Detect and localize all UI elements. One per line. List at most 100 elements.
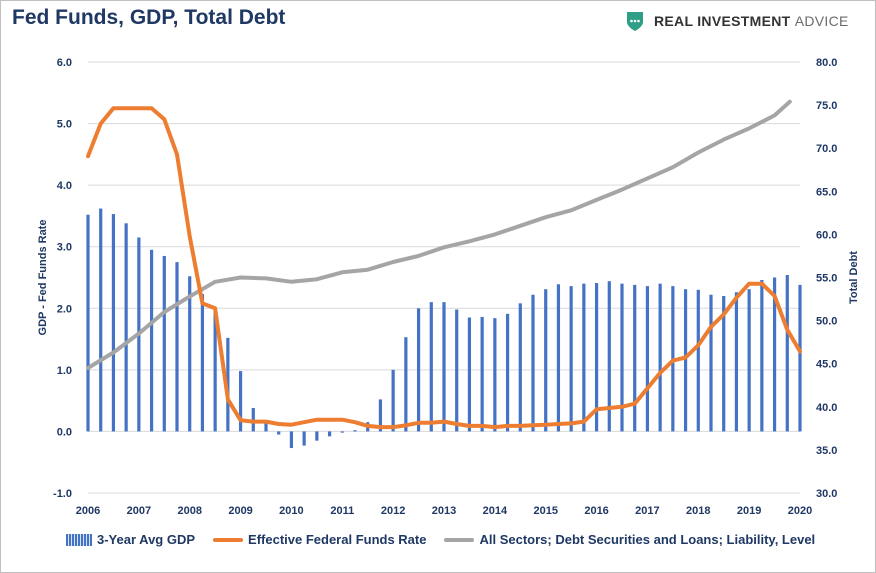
gdp-bar: [760, 279, 764, 432]
y-left-tick-label: 6.0: [57, 57, 72, 69]
gdp-bar: [226, 337, 230, 432]
x-tick-label: 2013: [432, 505, 456, 517]
y-right-tick-label: 70.0: [816, 143, 837, 155]
gdp-bar: [785, 275, 789, 432]
legend-swatch-gdp: [66, 533, 92, 546]
gdp-bar: [353, 430, 357, 432]
gdp-bar: [798, 284, 802, 432]
x-tick-label: 2020: [788, 505, 812, 517]
gdp-bar: [200, 294, 205, 432]
legend-swatch-debt: [444, 537, 475, 542]
gdp-bar: [531, 294, 535, 432]
gdp-bar: [111, 214, 116, 432]
y-left-tick-label: 5.0: [57, 119, 72, 131]
x-tick-label: 2018: [686, 505, 710, 517]
fed-funds-line: [86, 106, 802, 430]
gdp-bar: [99, 208, 103, 432]
gdp-bar: [480, 316, 484, 432]
y-right-tick-label: 45.0: [816, 359, 837, 371]
x-tick-label: 2015: [533, 505, 557, 517]
brand-logo: REAL INVESTMENT ADVICE: [624, 8, 849, 34]
brand-name: REAL INVESTMENT ADVICE: [654, 13, 849, 29]
gdp-bar: [569, 286, 573, 432]
gdp-bar: [149, 249, 154, 432]
gdp-bar: [391, 369, 395, 432]
gdp-bar: [594, 283, 599, 432]
gdp-bar: [544, 289, 548, 432]
y-left-tick-label: -1.0: [53, 488, 72, 500]
y-right-tick-label: 30.0: [816, 488, 837, 500]
gdp-bars: [86, 208, 802, 449]
gdp-bar: [378, 399, 383, 432]
y-right-tick-label: 60.0: [816, 229, 837, 241]
gdp-bar: [518, 303, 522, 432]
x-tick-label: 2014: [483, 505, 508, 517]
x-tick-label: 2016: [584, 505, 608, 517]
legend-item-debt: All Sectors; Debt Securities and Loans; …: [444, 532, 815, 547]
gdp-bar: [455, 309, 459, 432]
legend-label-fedfunds: Effective Federal Funds Rate: [248, 532, 427, 547]
gdp-bar: [722, 295, 726, 432]
y-right-tick-label: 65.0: [816, 186, 837, 198]
legend-swatch-fedfunds: [213, 537, 244, 542]
total-debt-line: [86, 99, 792, 370]
legend-item-fedfunds: Effective Federal Funds Rate: [213, 532, 426, 547]
legend-label-debt: All Sectors; Debt Securities and Loans; …: [479, 532, 816, 547]
gdp-bar: [277, 431, 281, 435]
gdp-bar: [505, 313, 510, 432]
gdp-bar: [696, 289, 700, 432]
gdp-bar: [289, 431, 294, 449]
gdp-bar: [238, 371, 243, 432]
gdp-bar: [264, 422, 268, 432]
x-tick-label: 2009: [228, 505, 252, 517]
x-tick-label: 2007: [127, 505, 151, 517]
y-right-tick-label: 80.0: [816, 57, 837, 69]
gdp-bar: [582, 283, 586, 432]
gdp-bar: [772, 277, 777, 432]
gdp-bar: [213, 307, 217, 432]
gdp-bar: [416, 308, 421, 432]
series-lines: [86, 99, 802, 430]
gdp-bar: [429, 302, 433, 432]
y-right-tick-label: 35.0: [816, 445, 837, 457]
y-right-tick-label: 50.0: [816, 316, 837, 328]
gdp-bar: [709, 294, 713, 432]
x-tick-label: 2008: [177, 505, 201, 517]
gdp-bar: [467, 317, 472, 432]
y-left-tick-label: 0.0: [57, 426, 72, 438]
gdp-bar: [633, 284, 637, 432]
gdp-bar: [327, 431, 332, 437]
y-axis-right-title: Total Debt: [848, 251, 860, 304]
shield-logo-icon: [627, 12, 643, 31]
gdp-bar: [442, 302, 446, 432]
y-left-tick-label: 1.0: [57, 365, 72, 377]
axis-ticks: 6.0 5.0 4.0 3.0 2.0 1.0 0.0 -1.0 80.0 75.0 70.0 65.…: [53, 57, 837, 517]
gdp-bar: [302, 431, 306, 446]
x-tick-label: 2010: [279, 505, 303, 517]
y-right-tick-label: 55.0: [816, 273, 837, 285]
brand-name-bold: REAL INVESTMENT: [654, 13, 791, 29]
gdp-bar: [747, 289, 751, 432]
gdp-bar: [683, 289, 688, 432]
x-tick-label: 2012: [381, 505, 405, 517]
legend: 3-Year Avg GDP Effective Federal Funds R…: [66, 532, 815, 547]
gdp-bar: [607, 281, 611, 432]
legend-label-gdp: 3-Year Avg GDP: [97, 532, 196, 547]
gdp-bar: [124, 223, 128, 432]
gdp-bar: [315, 431, 319, 441]
gdp-bar: [493, 318, 497, 432]
gdp-bar: [556, 284, 561, 432]
gdp-bar: [620, 283, 624, 432]
x-tick-label: 2019: [737, 505, 761, 517]
gdp-bar: [162, 255, 166, 432]
y-right-tick-label: 75.0: [816, 100, 837, 112]
gdp-bar: [734, 292, 739, 432]
x-tick-label: 2006: [76, 505, 100, 517]
gdp-bar: [175, 262, 179, 432]
gdp-bar: [658, 283, 662, 432]
gdp-bar: [645, 286, 650, 432]
x-tick-label: 2017: [635, 505, 659, 517]
brand-name-light: ADVICE: [794, 13, 849, 29]
y-right-tick-label: 40.0: [816, 402, 837, 414]
